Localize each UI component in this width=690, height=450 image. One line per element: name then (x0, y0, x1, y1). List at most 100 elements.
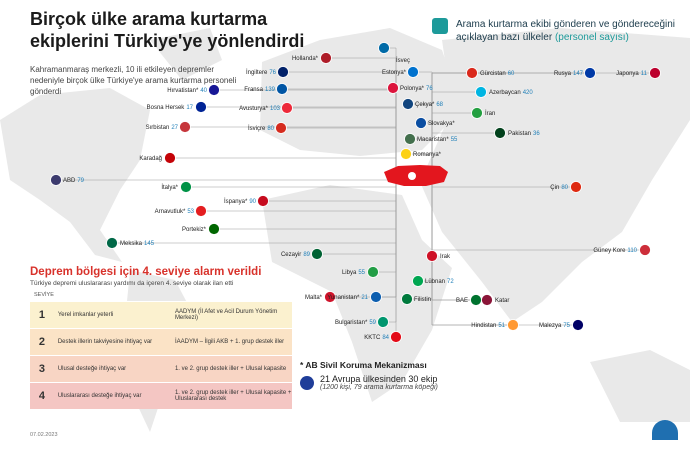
country-name: Bosna Hersek (147, 105, 186, 111)
flag (378, 42, 390, 54)
personnel: 40 (200, 88, 207, 94)
country-name: İsveç (396, 57, 410, 64)
personnel: 147 (573, 71, 584, 77)
country-name: Arnavutluk* (155, 209, 186, 215)
flag (320, 52, 332, 64)
country-name: Katar (495, 298, 509, 304)
eu-line: 21 Avrupa ülkesinden 30 ekip (320, 374, 438, 384)
alarm-row: 3 Ulusal desteğe ihtiyaç var 1. ve 2. grup… (30, 355, 292, 382)
flag (377, 316, 389, 328)
country-name: Cezayir (281, 252, 301, 258)
country-label: Azerbaycan 420 (489, 90, 533, 96)
country-name: Güney Kore (593, 248, 626, 254)
personnel: 60 (508, 71, 515, 77)
title: Birçok ülke arama kurtarma ekiplerini Tü… (30, 9, 305, 51)
alarm-panel: Deprem bölgesi için 4. seviye alarm veri… (30, 266, 292, 409)
country-label: İran (485, 110, 495, 117)
country-label: İspanya* 90 (224, 198, 257, 205)
country-name: BAE (456, 298, 468, 304)
need: Destek illerin takviyesine ihtiyaç var (57, 339, 153, 345)
country-name: Gürcistan (480, 71, 506, 77)
personnel: 139 (265, 87, 276, 93)
table-header: SEVİYE (34, 292, 54, 298)
country-name: İtalya* (161, 184, 178, 191)
country-label: İngiltere 76 (246, 69, 277, 76)
country-name: İspanya* (224, 198, 248, 205)
flag (277, 66, 289, 78)
level: 2 (38, 336, 45, 348)
country-label: ABD 79 (63, 178, 85, 184)
logo (652, 420, 678, 440)
flag (426, 250, 438, 262)
flag (195, 205, 207, 217)
flag (649, 67, 661, 79)
personnel: 36 (533, 131, 540, 137)
country-label: Cezayir 89 (281, 252, 311, 258)
country-label: Güney Kore 110 (593, 248, 637, 254)
need: Uluslararası desteğe ihtiyaç var (57, 393, 142, 399)
country-name: Romanya* (413, 152, 442, 158)
country-label: Hollanda* (292, 56, 319, 62)
flag (407, 66, 419, 78)
country-label: Hindistan 51 (471, 323, 505, 329)
country-label: Katar (495, 298, 509, 304)
country-label: Fransa 139 (244, 87, 275, 93)
personnel: 72 (447, 279, 454, 285)
country-name: Hindistan (471, 323, 496, 329)
flag (275, 122, 287, 134)
eu-flag (300, 375, 314, 390)
level: 1 (38, 309, 45, 321)
country-name: Macaristan* (417, 137, 449, 143)
flag (164, 152, 176, 164)
country-label: Malezya 75 (539, 323, 571, 329)
flag (281, 102, 293, 114)
personnel: 80 (561, 185, 568, 191)
flag (412, 275, 424, 287)
legend: Arama kurtarma ekibi gönderen ve göndere… (432, 18, 682, 44)
personnel: 79 (77, 178, 84, 184)
flag (208, 84, 220, 96)
country-name: Portekiz* (182, 227, 207, 233)
country-label: Çekya* 68 (415, 102, 444, 108)
flag (507, 319, 519, 331)
country-label: Lübnan 72 (425, 279, 454, 285)
flag (572, 319, 584, 331)
personnel: 110 (627, 248, 637, 254)
eu-title: * AB Sivil Koruma Mekanizması (300, 360, 427, 370)
alarm-table: 1 Yerel imkanlar yeterli AADYM (İl Afet ve… (30, 301, 292, 409)
country-label: Arnavutluk* 53 (155, 209, 195, 215)
personnel: 75 (563, 323, 570, 329)
country-label: İsviçre 80 (248, 125, 275, 132)
alarm-row: 2 Destek illerin takviyesine ihtiyaç var İ… (30, 328, 292, 355)
flag (257, 195, 269, 207)
country-label: Hırvatistan* 40 (167, 88, 207, 94)
flag (494, 127, 506, 139)
level: 3 (38, 363, 45, 375)
country-label: Meksika 145 (120, 241, 155, 247)
flag (415, 117, 427, 129)
flag (584, 67, 596, 79)
need: Yerel imkanlar yeterli (57, 312, 114, 318)
country-label: Macaristan* 55 (417, 137, 458, 143)
country-label: İtalya* (161, 184, 178, 191)
country-name: Filistin (414, 297, 431, 303)
personnel: 90 (249, 199, 256, 205)
personnel: 51 (498, 323, 505, 329)
country-label: Bulgaristan* 59 (335, 320, 377, 326)
country-label: Libya 55 (342, 270, 366, 276)
flag (370, 291, 382, 303)
alarm-row: 4 Uluslararası desteğe ihtiyaç var 1. ve 2… (30, 382, 292, 409)
flag (402, 98, 414, 110)
flag (179, 121, 191, 133)
flag (475, 86, 487, 98)
country-name: Malta* (305, 295, 323, 301)
personnel: 11 (641, 71, 648, 77)
turkey (384, 165, 448, 186)
country-label: Japonya 11 (616, 71, 648, 77)
country-name: Estonya* (382, 70, 407, 76)
flag (276, 83, 288, 95)
country-label: Filistin (414, 297, 431, 303)
country-flags: İsveç Hollanda* İngiltere 76 Estonya* Gürcist… (50, 42, 661, 343)
legend-label: Arama kurtarma ekibi gönderen ve göndere… (456, 19, 676, 43)
flag (180, 181, 192, 193)
